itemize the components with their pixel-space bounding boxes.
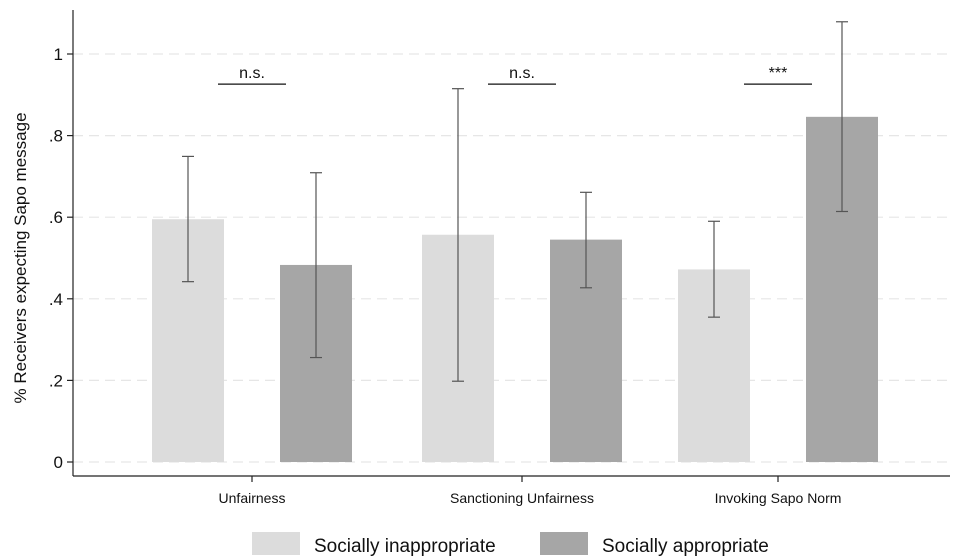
y-tick-labels: 0 .2 .4 .6 .8 1	[49, 45, 63, 472]
x-category-labels: Unfairness Sanctioning Unfairness Invoking…	[219, 490, 842, 506]
y-tick-label: .2	[49, 371, 63, 390]
axes	[67, 10, 950, 482]
legend-swatch	[252, 532, 300, 555]
error-bars	[182, 21, 848, 382]
significance-label: n.s.	[239, 65, 265, 82]
y-axis-label: % Receivers expecting Sapo message	[11, 112, 30, 403]
legend-label: Socially appropriate	[602, 536, 769, 557]
significance-label: ***	[769, 65, 788, 82]
legend: Socially inappropriate Socially appropria…	[252, 532, 769, 557]
y-tick-label: .8	[49, 127, 63, 146]
significance-label: n.s.	[509, 65, 535, 82]
x-category-label: Sanctioning Unfairness	[450, 490, 594, 506]
significance-markers: n.s. n.s. ***	[218, 65, 812, 85]
y-tick-label: 1	[54, 45, 63, 64]
y-tick-label: 0	[54, 453, 63, 472]
y-tick-label: .6	[49, 208, 63, 227]
y-tick-label: .4	[49, 290, 63, 309]
bars	[152, 116, 878, 462]
x-category-label: Unfairness	[219, 490, 286, 506]
x-category-label: Invoking Sapo Norm	[715, 490, 842, 506]
legend-label: Socially inappropriate	[314, 536, 496, 557]
legend-swatch	[540, 532, 588, 555]
